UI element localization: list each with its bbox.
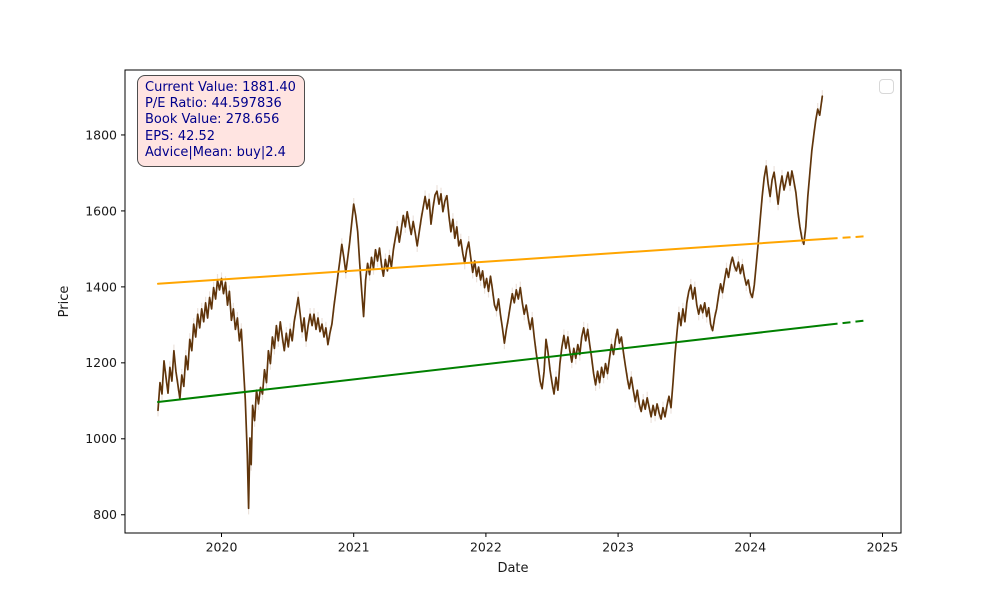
upper-trendline-solid [157,237,831,285]
x-tick-label: 2021 [338,540,370,555]
y-tick-label: 1200 [85,355,117,370]
x-tick-label: 2020 [206,540,238,555]
annotation-line-eps: EPS: 42.52 [145,128,216,144]
annotation-line-pe-ratio: P/E Ratio: 44.597836 [145,96,282,112]
plot-border [124,69,902,534]
y-tick-label: 1600 [85,203,117,218]
y-tick-label: 1000 [85,431,117,446]
price-line [157,95,824,510]
annotation-line-current-value: Current Value: 1881.40 [145,80,296,95]
y-tick-label: 800 [93,507,117,522]
x-tick-label: 2023 [602,540,634,555]
annotation-box: Current Value: 1881.40 P/E Ratio: 44.597… [137,75,305,168]
lower-trendline-solid [157,323,831,403]
x-tick-label: 2024 [734,540,766,555]
y-tick-label: 1400 [85,279,117,294]
y-tick-label: 1800 [85,127,117,142]
legend-box [879,79,894,94]
y-axis-label: Price [57,286,72,318]
upper-trendline-dashed [829,235,865,240]
lower-trendline-dashed [829,319,865,326]
annotation-line-book-value: Book Value: 278.656 [145,112,280,128]
x-axis-label: Date [497,561,528,576]
annotation-line-advice-mean: Advice|Mean: buy|2.4 [145,144,286,160]
x-tick-label: 2022 [470,540,502,555]
x-tick-label: 2025 [867,540,899,555]
